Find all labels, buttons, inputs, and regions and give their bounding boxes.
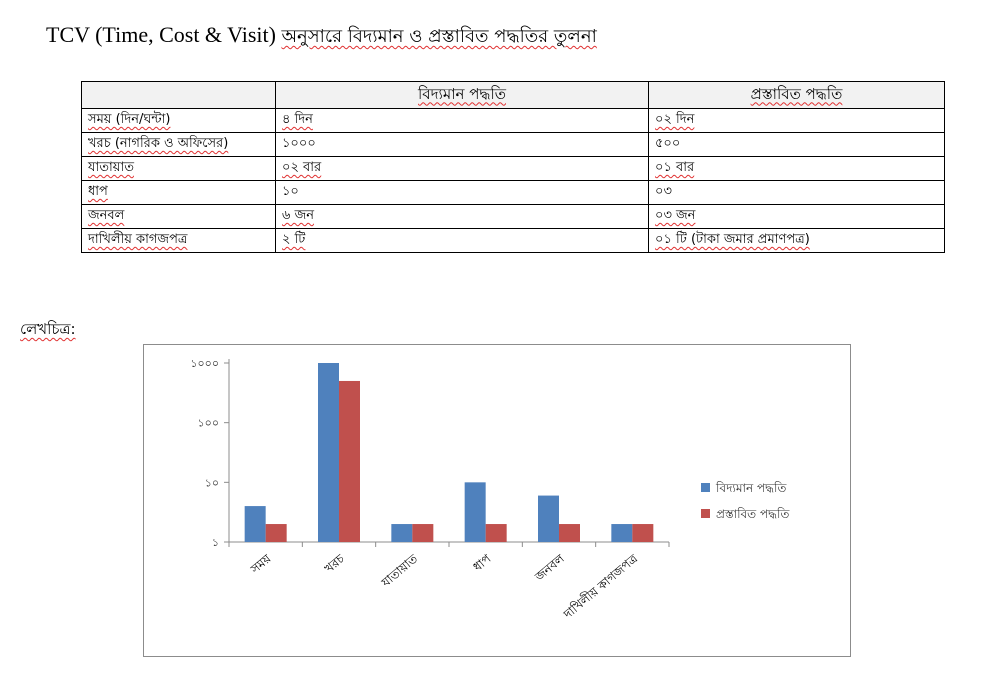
- y-tick-label: ১: [212, 536, 219, 549]
- bar: [339, 380, 360, 542]
- table-header-cell: প্রস্তাবিত পদ্ধতি: [648, 81, 945, 109]
- comparison-table: বিদ্যমান পদ্ধতি প্রস্তাবিত পদ্ধতি সময় (…: [81, 81, 945, 253]
- table-cell: ধাপ: [81, 180, 276, 205]
- x-tick-label: যাতায়াত: [378, 551, 421, 590]
- table-cell: ০২ দিন: [648, 108, 945, 133]
- table-row: জনবল ৬ জন ০৩ জন: [81, 204, 945, 229]
- bar: [559, 524, 580, 542]
- y-tick-label: ১০: [205, 476, 219, 489]
- table-cell: ৪ দিন: [275, 108, 649, 133]
- bar: [464, 482, 486, 542]
- table-cell: ০১ বার: [648, 156, 945, 181]
- bar: [391, 524, 413, 542]
- x-tick-label: ধাপ: [471, 551, 495, 574]
- y-tick-label: ১০০: [198, 417, 219, 430]
- table-cell: ১০০০: [275, 132, 649, 157]
- bar: [611, 524, 633, 542]
- bar: [538, 495, 559, 542]
- bar: [485, 524, 507, 542]
- table-cell: ০১ টি (টাকা জমার প্রমাণপত্র): [648, 228, 945, 253]
- table-cell: ৫০০: [648, 132, 945, 157]
- table-cell: ০৩: [648, 180, 945, 205]
- table-header-row: বিদ্যমান পদ্ধতি প্রস্তাবিত পদ্ধতি: [81, 81, 945, 109]
- table-cell: ২ টি: [275, 228, 649, 253]
- x-tick-label: খরচ: [322, 551, 347, 576]
- legend-label: প্রস্তাবিত পদ্ধতি: [716, 507, 790, 521]
- bar: [412, 524, 434, 542]
- x-tick-label: জনবল: [531, 551, 567, 585]
- table-header-cell: বিদ্যমান পদ্ধতি: [275, 81, 649, 109]
- x-tick-label: দাখিলীয় কাগজপত্র: [560, 551, 640, 621]
- chart-section-label: লেখচিত্র:: [20, 320, 76, 338]
- table-cell: ৬ জন: [275, 204, 649, 229]
- table-cell: জনবল: [81, 204, 276, 229]
- bar-chart: ১ ১০ ১০০ ১০০০ সময় খরচ যাতায়াত ধাপ জনবল দাখিলীয়…: [143, 344, 851, 657]
- table-cell: দাখিলীয় কাগজপত্র: [81, 228, 276, 253]
- table-row: দাখিলীয় কাগজপত্র ২ টি ০১ টি (টাকা জমার …: [81, 228, 945, 253]
- title-latin: TCV (Time, Cost & Visit): [46, 22, 276, 47]
- table-cell: ০২ বার: [275, 156, 649, 181]
- bar: [632, 524, 654, 542]
- bar: [244, 506, 266, 542]
- table-cell: ০৩ জন: [648, 204, 945, 229]
- legend-label: বিদ্যমান পদ্ধতি: [715, 481, 787, 495]
- chart-canvas: ১ ১০ ১০০ ১০০০ সময় খরচ যাতায়াত ধাপ জনবলদাখিলীয়…: [190, 357, 790, 622]
- bar: [265, 524, 287, 542]
- table-header-cell: [81, 81, 276, 109]
- page-title: TCV (Time, Cost & Visit) অনুসারে বিদ্যমা…: [46, 22, 597, 53]
- table-row: ধাপ ১০ ০৩: [81, 180, 945, 205]
- table-row: সময় (দিন/ঘন্টা) ৪ দিন ০২ দিন: [81, 108, 945, 133]
- table-row: খরচ (নাগরিক ও অফিসের) ১০০০ ৫০০: [81, 132, 945, 157]
- title-bengali: অনুসারে বিদ্যমান ও প্রস্তাবিত পদ্ধতির তু…: [281, 26, 597, 47]
- legend-swatch: [701, 483, 710, 492]
- table-row: যাতায়াত ০২ বার ০১ বার: [81, 156, 945, 181]
- table-cell: যাতায়াত: [81, 156, 276, 181]
- table-cell: খরচ (নাগরিক ও অফিসের): [81, 132, 276, 157]
- y-tick-label: ১০০০: [190, 357, 219, 370]
- bar: [318, 363, 339, 542]
- legend-swatch: [701, 509, 710, 518]
- x-tick-label: সময়: [247, 551, 274, 577]
- table-cell: ১০: [275, 180, 649, 205]
- table-cell: সময় (দিন/ঘন্টা): [81, 108, 276, 133]
